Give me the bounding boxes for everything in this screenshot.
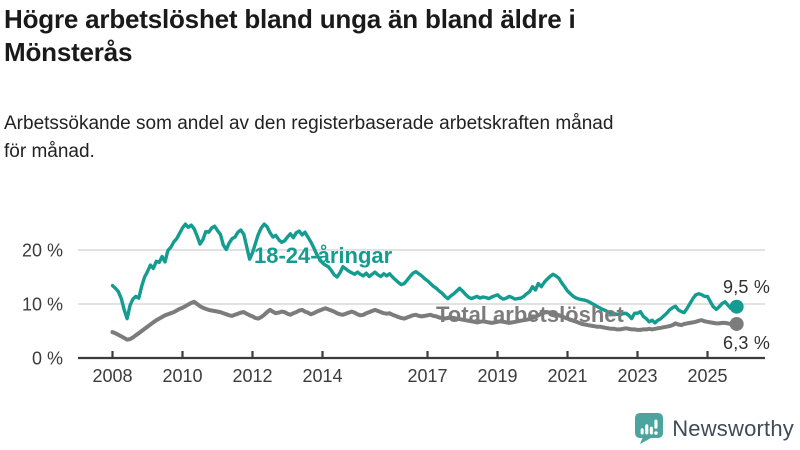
title-line-2: Mönsterås bbox=[4, 37, 133, 67]
x-tick-label: 2014 bbox=[302, 366, 342, 386]
x-tick-label: 2023 bbox=[617, 366, 657, 386]
gridlines-group: 0 % 10 % 20 % bbox=[22, 241, 765, 369]
x-tick-label: 2010 bbox=[162, 366, 202, 386]
end-value-label-total: 6,3 % bbox=[723, 333, 771, 353]
axis-group: 2008 2010 2012 2014 2017 2019 2021 2023 2025 bbox=[78, 351, 765, 386]
series-line-total bbox=[110, 299, 739, 342]
y-tick-label: 10 % bbox=[22, 295, 63, 315]
series-end-dot-total bbox=[729, 316, 744, 331]
x-tick-label: 2019 bbox=[477, 366, 517, 386]
title-line-1: Högre arbetslöshet bland unga än bland ä… bbox=[4, 4, 576, 34]
end-value-label-18-24: 9,5 % bbox=[723, 277, 771, 297]
series-line-18-24 bbox=[110, 222, 739, 325]
newsworthy-bubble-chart-icon bbox=[635, 413, 664, 444]
newsworthy-logo: Newsworthy bbox=[634, 412, 794, 445]
series-label-total: Total arbetslöshet bbox=[436, 302, 624, 327]
series-group bbox=[110, 222, 744, 342]
subtitle-line-1: Arbetssökande som andel av den registerb… bbox=[4, 113, 614, 134]
newsworthy-wordmark: Newsworthy bbox=[672, 415, 794, 441]
x-tick-label: 2008 bbox=[92, 366, 132, 386]
x-tick-label: 2025 bbox=[687, 366, 727, 386]
logo-bubble-shape bbox=[635, 413, 664, 444]
series-end-dot-18-24 bbox=[729, 299, 744, 314]
y-tick-label: 20 % bbox=[22, 241, 63, 261]
line-chart-canvas: 0 % 10 % 20 % 2008 2010 2012 2014 2017 2019 2021… bbox=[22, 222, 765, 386]
y-tick-label: 0 % bbox=[32, 349, 63, 369]
series-label-18-24: 18-24-åringar bbox=[254, 243, 393, 268]
page-title: Högre arbetslöshet bland unga än bland ä… bbox=[4, 3, 796, 69]
x-tick-label: 2012 bbox=[232, 366, 272, 386]
x-tick-label: 2021 bbox=[547, 366, 587, 386]
x-tick-label: 2017 bbox=[407, 366, 447, 386]
subtitle-line-2: för månad. bbox=[4, 141, 95, 162]
chart-subtitle: Arbetssökande som andel av den registerb… bbox=[4, 110, 796, 166]
